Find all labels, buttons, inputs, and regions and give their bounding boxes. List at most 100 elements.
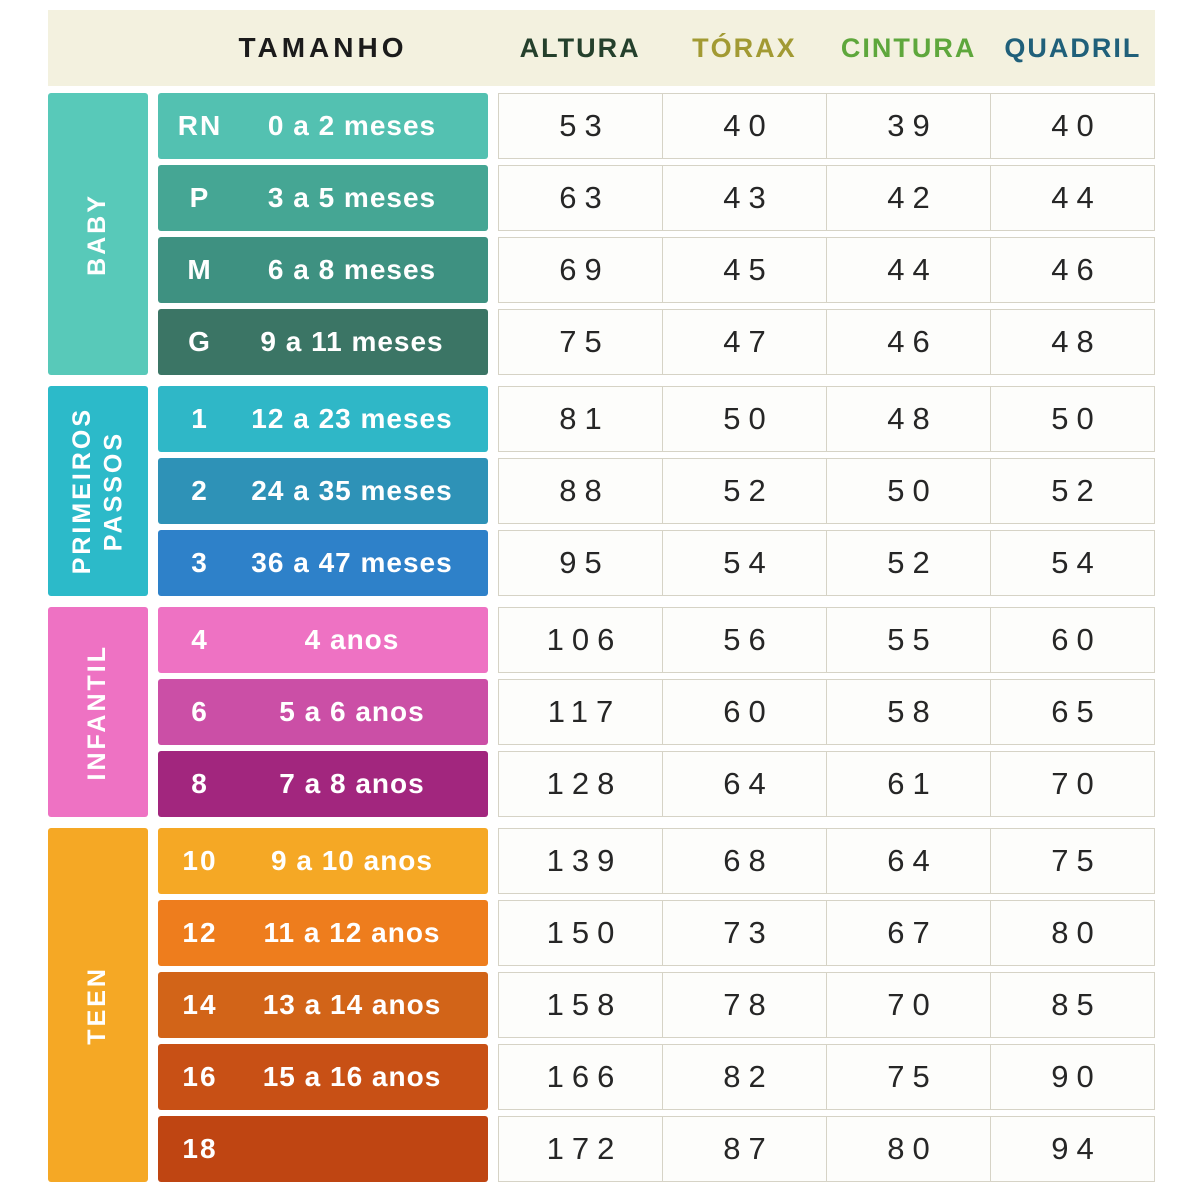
age-range: 7 a 8 anos: [279, 768, 425, 799]
torax-value: 60: [662, 679, 827, 745]
age-range: 3 a 5 meses: [267, 182, 437, 213]
measurement-cells: 117 60 58 65: [498, 679, 1155, 745]
torax-value: 64: [662, 751, 827, 817]
size-label-bar: 8 7 a 8 anos: [158, 751, 488, 817]
size-label-bar: 4 4 anos: [158, 607, 488, 673]
cintura-value: 50: [826, 458, 991, 524]
table-row: P 3 a 5 meses 63 43 42 44: [158, 165, 1155, 231]
altura-value: 128: [498, 751, 663, 817]
group-label-primeiros-passos: PRIMEIROS PASSOS: [48, 386, 148, 596]
altura-value: 106: [498, 607, 663, 673]
altura-value: 88: [498, 458, 663, 524]
group-label-teen: TEEN: [48, 828, 148, 1182]
torax-value: 47: [662, 309, 827, 375]
size-code: 4: [191, 624, 209, 655]
table-row: 3 36 a 47 meses 95 54 52 54: [158, 530, 1155, 596]
table-row: 8 7 a 8 anos 128 64 61 70: [158, 751, 1155, 817]
size-code: 2: [191, 475, 209, 506]
torax-value: 78: [662, 972, 827, 1038]
torax-value: 73: [662, 900, 827, 966]
quadril-value: 44: [990, 165, 1155, 231]
size-label-bar: 10 9 a 10 anos: [158, 828, 488, 894]
size-label-bar: 18: [158, 1116, 488, 1182]
size-code: 3: [191, 547, 209, 578]
size-code: 12: [182, 917, 218, 948]
quadril-value: 50: [990, 386, 1155, 452]
cintura-value: 80: [826, 1116, 991, 1182]
measurement-cells: 53 40 39 40: [498, 93, 1155, 159]
cintura-value: 75: [826, 1044, 991, 1110]
measurement-cells: 106 56 55 60: [498, 607, 1155, 673]
age-range: 15 a 16 anos: [262, 1061, 442, 1092]
age-range: 12 a 23 meses: [251, 403, 453, 434]
header-altura: ALTURA: [519, 32, 641, 63]
cintura-value: 52: [826, 530, 991, 596]
altura-value: 139: [498, 828, 663, 894]
group-primeiros-passos: PRIMEIROS PASSOS 1 12 a 23 meses 81 50 4…: [48, 386, 1155, 596]
size-code: 10: [182, 845, 218, 876]
size-label-bar: 16 15 a 16 anos: [158, 1044, 488, 1110]
quadril-value: 54: [990, 530, 1155, 596]
group-label-baby: BABY: [48, 93, 148, 375]
torax-value: 40: [662, 93, 827, 159]
torax-value: 54: [662, 530, 827, 596]
measurement-cells: 139 68 64 75: [498, 828, 1155, 894]
quadril-value: 48: [990, 309, 1155, 375]
torax-value: 43: [662, 165, 827, 231]
group-name: PRIMEIROS PASSOS: [67, 407, 127, 575]
quadril-value: 60: [990, 607, 1155, 673]
altura-value: 75: [498, 309, 663, 375]
size-label-bar: P 3 a 5 meses: [158, 165, 488, 231]
table-row: 1 12 a 23 meses 81 50 48 50: [158, 386, 1155, 452]
size-label-bar: 2 24 a 35 meses: [158, 458, 488, 524]
age-range: 9 a 10 anos: [271, 845, 433, 876]
age-range: 6 a 8 meses: [267, 254, 437, 285]
cintura-value: 42: [826, 165, 991, 231]
cintura-value: 61: [826, 751, 991, 817]
altura-value: 53: [498, 93, 663, 159]
quadril-value: 65: [990, 679, 1155, 745]
measurement-cells: 158 78 70 85: [498, 972, 1155, 1038]
size-label-bar: G 9 a 11 meses: [158, 309, 488, 375]
size-code: 1: [191, 403, 209, 434]
age-range: 9 a 11 meses: [260, 326, 444, 357]
torax-value: 52: [662, 458, 827, 524]
measurement-cells: 75 47 46 48: [498, 309, 1155, 375]
size-code: 8: [191, 768, 209, 799]
cintura-value: 39: [826, 93, 991, 159]
cintura-value: 70: [826, 972, 991, 1038]
torax-value: 56: [662, 607, 827, 673]
size-label-bar: RN 0 a 2 meses: [158, 93, 488, 159]
measurement-cells: 150 73 67 80: [498, 900, 1155, 966]
quadril-value: 40: [990, 93, 1155, 159]
altura-value: 158: [498, 972, 663, 1038]
measurement-cells: 69 45 44 46: [498, 237, 1155, 303]
table-row: 12 11 a 12 anos 150 73 67 80: [158, 900, 1155, 966]
age-range: 4 anos: [304, 624, 400, 655]
size-label-bar: 3 36 a 47 meses: [158, 530, 488, 596]
torax-value: 50: [662, 386, 827, 452]
table-row: 10 9 a 10 anos 139 68 64 75: [158, 828, 1155, 894]
size-label-bar: M 6 a 8 meses: [158, 237, 488, 303]
age-range: 11 a 12 anos: [263, 917, 441, 948]
measurement-cells: 128 64 61 70: [498, 751, 1155, 817]
size-code: 18: [182, 1133, 218, 1164]
header-torax: TÓRAX: [692, 32, 797, 63]
quadril-value: 94: [990, 1116, 1155, 1182]
cintura-value: 46: [826, 309, 991, 375]
table-row: 6 5 a 6 anos 117 60 58 65: [158, 679, 1155, 745]
cintura-value: 44: [826, 237, 991, 303]
table-row: 4 4 anos 106 56 55 60: [158, 607, 1155, 673]
altura-value: 150: [498, 900, 663, 966]
size-label-bar: 6 5 a 6 anos: [158, 679, 488, 745]
group-name: INFANTIL: [83, 643, 112, 781]
header-cintura: CINTURA: [840, 32, 977, 63]
group-baby: BABY RN 0 a 2 meses 53 40 39 40 P 3 a 5 …: [48, 93, 1155, 375]
table-row: G 9 a 11 meses 75 47 46 48: [158, 309, 1155, 375]
cintura-value: 64: [826, 828, 991, 894]
table-row: RN 0 a 2 meses 53 40 39 40: [158, 93, 1155, 159]
altura-value: 172: [498, 1116, 663, 1182]
size-label-bar: 1 12 a 23 meses: [158, 386, 488, 452]
measurement-cells: 63 43 42 44: [498, 165, 1155, 231]
